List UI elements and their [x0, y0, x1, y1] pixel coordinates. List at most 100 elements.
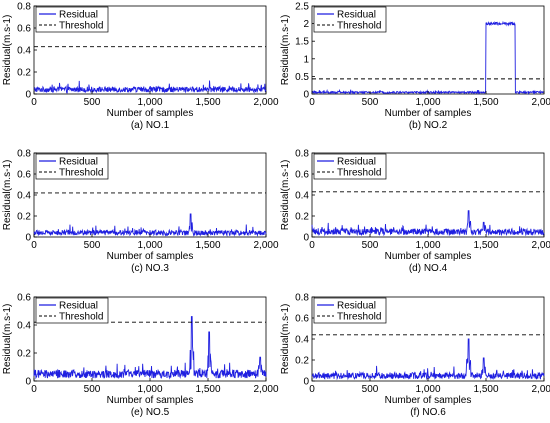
legend-label: Residual: [59, 301, 98, 312]
panel-caption: (a) NO.1: [131, 120, 170, 131]
y-axis-label: Residual(m.s-1): [280, 160, 291, 231]
legend-label: Threshold: [59, 21, 103, 32]
x-tick-label: 2,000: [531, 384, 550, 395]
legend-label: Threshold: [337, 21, 381, 32]
x-tick-label: 1,500: [473, 240, 498, 251]
y-tick-label: 0.2: [17, 349, 31, 360]
chart-panel-6: 0 500 1,000 1,500 2,000 0 0.2 0.4 0.6 0.8 Number o…: [280, 293, 550, 419]
chart-panel-1: 0 500 1,000 1,500 2,000 0 0.2 0.4 0.6 0.8 Number o…: [2, 2, 279, 132]
panel-caption: (d) NO.4: [409, 263, 448, 274]
legend-box: [313, 6, 387, 33]
x-tick-label: 1,000: [137, 240, 162, 251]
x-tick-label: 2,000: [531, 97, 550, 108]
y-tick-label: 0.8: [295, 149, 309, 160]
x-tick-label: 1,500: [473, 97, 498, 108]
y-tick-label: 0.8: [17, 2, 31, 13]
legend-label: Threshold: [337, 168, 381, 179]
x-tick-label: 1,000: [415, 240, 440, 251]
y-tick-label: 1.5: [295, 37, 309, 48]
y-tick-label: 0.6: [295, 314, 309, 325]
y-tick-label: 0.6: [295, 170, 309, 181]
y-axis-label: Residual(m.s-1): [2, 304, 13, 375]
y-tick-label: 0: [303, 90, 309, 101]
chart-panel-2: 0 500 1,000 1,500 2,000 0 0.5 1 1.5 2 2.5 Number of…: [280, 2, 550, 132]
x-axis-label: Number of samples: [107, 251, 194, 262]
y-axis-label: Residual(m.s-1): [280, 15, 291, 86]
panel-caption: (c) NO.3: [131, 263, 169, 274]
x-tick-label: 0: [309, 97, 315, 108]
x-tick-label: 0: [31, 97, 37, 108]
legend-label: Threshold: [59, 168, 103, 179]
panel-caption: (e) NO.5: [131, 407, 170, 418]
legend-box: [313, 153, 387, 180]
y-tick-label: 0.2: [17, 212, 31, 223]
panel-caption: (b) NO.2: [409, 120, 448, 131]
y-tick-label: 0.2: [17, 68, 31, 79]
x-tick-label: 1,000: [415, 97, 440, 108]
chart-panel-4: 0 500 1,000 1,500 2,000 0 0.2 0.4 0.6 0.8 Number o…: [280, 149, 550, 275]
residual-series: [311, 338, 545, 381]
y-tick-label: 0: [303, 377, 309, 388]
x-axis-label: Number of samples: [385, 395, 472, 406]
chart-panel-5: 0 500 1,000 1,500 2,000 0 0.2 0.4 0.6 Number of s…: [2, 293, 279, 419]
x-tick-label: 500: [362, 384, 379, 395]
x-tick-label: 0: [31, 240, 37, 251]
y-tick-label: 0.4: [17, 321, 31, 332]
x-axis-label: Number of samples: [385, 108, 472, 119]
y-tick-label: 0: [25, 377, 31, 388]
legend-label: Residual: [337, 301, 376, 312]
x-tick-label: 2,000: [253, 384, 278, 395]
residual-series: [311, 210, 545, 237]
legend-box: [313, 297, 387, 324]
panel-caption: (f) NO.6: [410, 407, 446, 418]
y-tick-label: 0.6: [17, 24, 31, 35]
x-axis-label: Number of samples: [107, 108, 194, 119]
y-tick-label: 2.5: [295, 2, 309, 13]
x-tick-label: 500: [84, 97, 101, 108]
x-tick-label: 2,000: [253, 97, 278, 108]
y-tick-label: 0.6: [17, 170, 31, 181]
y-axis-label: Residual(m.s-1): [2, 15, 13, 86]
y-tick-label: 0.2: [295, 212, 309, 223]
legend-label: Residual: [337, 10, 376, 21]
legend-box: [35, 153, 109, 180]
y-tick-label: 0.6: [17, 293, 31, 304]
x-tick-label: 1,500: [195, 97, 220, 108]
residual-series: [33, 213, 267, 237]
legend-label: Threshold: [337, 312, 381, 323]
x-tick-label: 0: [309, 240, 315, 251]
legend-label: Threshold: [59, 312, 103, 323]
legend-label: Residual: [59, 157, 98, 168]
x-tick-label: 1,500: [473, 384, 498, 395]
x-tick-label: 2,000: [531, 240, 550, 251]
y-tick-label: 0.4: [295, 335, 309, 346]
x-tick-label: 2,000: [253, 240, 278, 251]
residual-series: [33, 80, 267, 94]
y-tick-label: 0.8: [17, 149, 31, 160]
x-tick-label: 0: [309, 384, 315, 395]
x-tick-label: 1,500: [195, 240, 220, 251]
residual-series: [33, 316, 267, 380]
x-tick-label: 1,000: [415, 384, 440, 395]
x-tick-label: 500: [362, 240, 379, 251]
x-axis-label: Number of samples: [107, 395, 194, 406]
x-tick-label: 500: [362, 97, 379, 108]
y-tick-label: 0: [303, 233, 309, 244]
y-tick-label: 0.4: [295, 191, 309, 202]
legend-box: [35, 297, 109, 324]
legend-box: [35, 6, 109, 33]
y-tick-label: 0.2: [295, 356, 309, 367]
x-tick-label: 500: [84, 240, 101, 251]
x-axis-label: Number of samples: [385, 251, 472, 262]
y-tick-label: 0.4: [17, 191, 31, 202]
y-tick-label: 0.4: [17, 46, 31, 57]
legend-label: Residual: [59, 10, 98, 21]
y-tick-label: 1: [303, 54, 309, 65]
